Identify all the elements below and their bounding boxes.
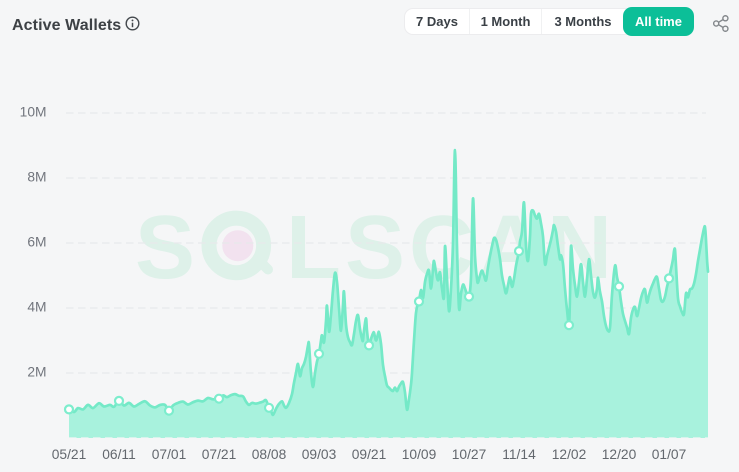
- svg-text:09/03: 09/03: [302, 447, 337, 462]
- svg-text:01/07: 01/07: [652, 447, 687, 462]
- svg-text:10/09: 10/09: [402, 447, 437, 462]
- svg-text:10M: 10M: [20, 105, 47, 120]
- svg-text:12/02: 12/02: [552, 447, 587, 462]
- svg-text:S: S: [135, 198, 195, 298]
- svg-text:10/27: 10/27: [452, 447, 487, 462]
- svg-text:06/11: 06/11: [102, 447, 136, 462]
- svg-text:12/20: 12/20: [602, 447, 637, 462]
- svg-text:4M: 4M: [27, 300, 46, 315]
- svg-text:8M: 8M: [27, 170, 46, 185]
- svg-text:07/21: 07/21: [202, 447, 237, 462]
- svg-text:05/21: 05/21: [52, 447, 87, 462]
- svg-text:07/01: 07/01: [152, 447, 187, 462]
- svg-text:09/21: 09/21: [352, 447, 387, 462]
- svg-text:6M: 6M: [27, 235, 46, 250]
- svg-text:11/14: 11/14: [502, 447, 536, 462]
- svg-text:08/08: 08/08: [252, 447, 287, 462]
- svg-text:2M: 2M: [27, 365, 46, 380]
